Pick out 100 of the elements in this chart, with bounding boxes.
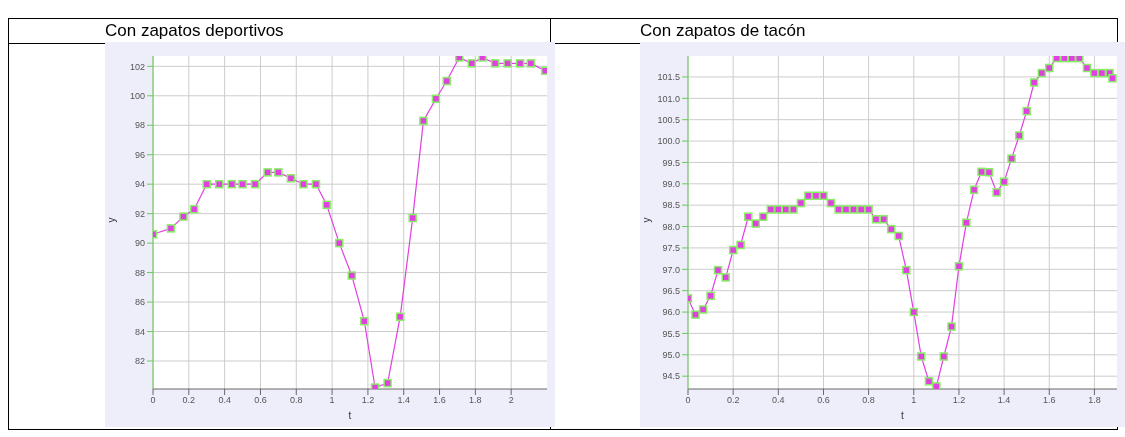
x-tick-label: 1.4 [397,395,410,406]
x-tick-label: 1.8 [469,395,482,406]
point [856,205,866,214]
point [250,179,260,189]
point [179,212,188,221]
y-axis-title: y [640,217,652,223]
y-tick-label: 100 [129,90,145,101]
point [879,215,889,224]
x-tick-label: 0.4 [218,395,231,406]
point [871,215,881,224]
point [766,205,776,214]
point [311,179,321,189]
point [916,352,926,361]
y-tick-label: 100.5 [657,114,680,125]
point [894,231,903,241]
point [526,59,536,68]
point [431,94,441,103]
point [1014,131,1024,140]
chart-title: Con zapatos de tacón [640,20,807,42]
x-tick-label: 1.4 [997,395,1011,406]
x-tick-label: 1.2 [952,395,966,406]
point [408,213,417,223]
point [383,378,392,388]
y-tick-label: 82 [134,356,145,367]
y-tick-label: 98 [134,120,145,131]
point [924,377,934,386]
x-tick-label: 1 [329,395,335,406]
point [442,76,451,86]
point [503,59,512,68]
point [202,179,211,189]
point [540,66,547,75]
x-tick-label: 1 [911,395,917,406]
point [515,59,525,68]
point [834,205,843,214]
point [939,352,949,361]
y-tick-label: 99.0 [662,179,680,190]
point [962,218,971,227]
point [977,167,986,177]
x-tick-label: 0.6 [817,395,830,406]
x-tick-label: 1.6 [433,395,446,406]
point [969,185,979,195]
x-tick-label: 1.2 [361,395,375,406]
point [751,219,760,228]
y-tick-label: 90 [134,238,145,249]
x-tick-label: 0.2 [726,395,740,406]
point [774,205,783,214]
y-tick-label: 88 [134,267,145,278]
y-tick-label: 96 [134,149,145,160]
point [1060,56,1069,63]
point [322,200,331,210]
point [698,305,708,314]
point [395,312,405,322]
point [984,168,994,177]
y-tick-label: 99.5 [662,157,680,168]
y-tick-label: 96.5 [662,285,680,296]
point [706,291,715,301]
x-tick-label: 0.2 [182,395,196,406]
y-tick-label: 98.0 [662,221,680,232]
point [467,59,477,68]
x-tick-label: 1.8 [1088,395,1101,406]
point [781,205,791,214]
point [713,265,723,275]
y-tick-label: 98.5 [662,200,680,211]
y-tick-label: 101.5 [657,72,680,83]
y-tick-label: 84 [134,326,145,337]
chart-title: Con zapatos deportivos [105,20,285,42]
point [227,179,237,189]
y-tick-label: 94.5 [662,371,680,382]
y-tick-label: 95.5 [662,328,680,339]
y-tick-label: 92 [134,208,145,219]
point [932,382,941,389]
point [841,205,851,214]
point [999,177,1009,186]
point [189,204,199,214]
x-axis-title: t [348,410,352,421]
point [1075,56,1084,63]
y-tick-label: 101.0 [657,93,680,104]
point [1052,56,1061,63]
x-tick-label: 0 [685,395,691,406]
point [286,174,296,183]
x-tick-label: 1.6 [1043,395,1056,406]
point [736,240,745,250]
point [238,179,247,189]
y-tick-label: 102 [129,61,145,72]
point [744,212,753,221]
point [909,307,919,317]
point [819,191,828,201]
point [299,179,308,189]
point [1029,78,1039,87]
point [419,116,428,126]
point [215,179,224,189]
point [1045,63,1054,73]
point [902,265,911,275]
y-tick-label: 97.0 [662,264,680,275]
x-tick-label: 2 [508,395,514,406]
point [274,168,283,177]
point [804,191,813,201]
point [947,322,956,331]
point [347,271,357,280]
point [490,59,500,68]
